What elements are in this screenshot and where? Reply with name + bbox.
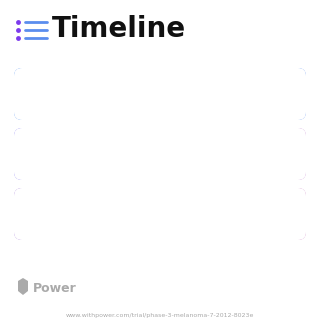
FancyBboxPatch shape xyxy=(14,128,306,180)
Polygon shape xyxy=(18,278,28,295)
Text: www.withpower.com/trial/phase-3-melanoma-7-2012-8023e: www.withpower.com/trial/phase-3-melanoma… xyxy=(66,313,254,318)
Text: Treatment ~: Treatment ~ xyxy=(32,147,119,161)
FancyBboxPatch shape xyxy=(14,68,306,120)
Text: Follow ups ~: Follow ups ~ xyxy=(32,207,121,221)
Text: Screening ~: Screening ~ xyxy=(32,87,117,101)
FancyBboxPatch shape xyxy=(14,188,306,240)
Text: Varies: Varies xyxy=(250,147,292,161)
Text: Power: Power xyxy=(33,283,77,296)
Text: 3 weeks: 3 weeks xyxy=(235,87,292,101)
Text: Timeline: Timeline xyxy=(52,15,186,43)
Text: up to 12 months: up to 12 months xyxy=(178,207,292,221)
